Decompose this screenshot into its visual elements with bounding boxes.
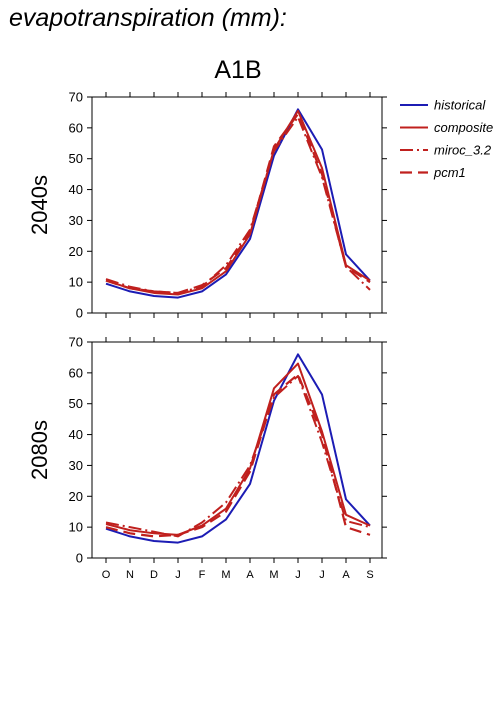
series-line-pcm1 <box>105 112 371 295</box>
legend-label: pcm1 <box>433 165 466 180</box>
legend-item: composite <box>400 120 493 135</box>
panel-label: 2040s <box>27 175 52 235</box>
y-tick-label: 60 <box>69 365 83 380</box>
series-line-historical <box>105 353 371 544</box>
x-tick-label: M <box>269 569 278 581</box>
x-tick-label: N <box>126 569 134 581</box>
y-tick-label: 30 <box>69 213 83 228</box>
x-tick-label: F <box>199 569 206 581</box>
y-tick-label: 50 <box>69 396 83 411</box>
panels-layer: 0 10 20 30 40 50 60 70 2040s 0 10 20 30 40 50 60 70 2080s… <box>27 90 387 581</box>
y-tick-label: 0 <box>76 551 83 566</box>
x-tick-label: A <box>246 569 254 581</box>
y-tick-label: 70 <box>69 90 83 105</box>
y-tick-label: 20 <box>69 244 83 259</box>
y-tick-label: 40 <box>69 427 83 442</box>
panel-2040s: 0 10 20 30 40 50 60 70 2040s <box>27 90 387 321</box>
series-line-composite <box>105 109 371 296</box>
plot-frame <box>91 96 383 314</box>
x-tick-label: A <box>342 569 350 581</box>
y-tick-label: 50 <box>69 151 83 166</box>
y-tick-label: 20 <box>69 489 83 504</box>
legend-item: pcm1 <box>400 165 466 180</box>
y-tick-label: 70 <box>69 335 83 350</box>
legend-item: miroc_3.2 <box>400 143 492 158</box>
legend: historical composite miroc_3.2 pcm1 <box>400 98 493 180</box>
legend-item: historical <box>400 98 486 113</box>
x-tick-label: J <box>175 569 181 581</box>
x-tick-label: O <box>102 569 111 581</box>
page-title: evapotranspiration (mm): <box>9 4 287 32</box>
panel-label: 2080s <box>27 420 52 480</box>
legend-label: composite <box>434 120 493 135</box>
x-tick-label: D <box>150 569 158 581</box>
y-tick-label: 40 <box>69 182 83 197</box>
y-tick-label: 60 <box>69 120 83 135</box>
y-tick-label: 10 <box>69 275 83 290</box>
legend-label: miroc_3.2 <box>434 143 492 158</box>
y-tick-label: 30 <box>69 458 83 473</box>
series-line-miroc_3.2 <box>105 374 371 538</box>
series-line-composite <box>105 362 371 536</box>
panel-2080s: 0 10 20 30 40 50 60 70 2080s <box>27 335 387 566</box>
legend-label: historical <box>434 98 486 113</box>
y-tick-label: 0 <box>76 306 83 321</box>
x-tick-label: M <box>221 569 230 581</box>
x-tick-label: S <box>366 569 373 581</box>
scenario-title: A1B <box>214 56 262 84</box>
x-tick-label: J <box>319 569 325 581</box>
x-tick-label: J <box>295 569 301 581</box>
series-line-pcm1 <box>105 373 371 538</box>
y-tick-label: 10 <box>69 520 83 535</box>
series-line-historical <box>105 108 371 299</box>
plot-frame <box>91 341 383 559</box>
